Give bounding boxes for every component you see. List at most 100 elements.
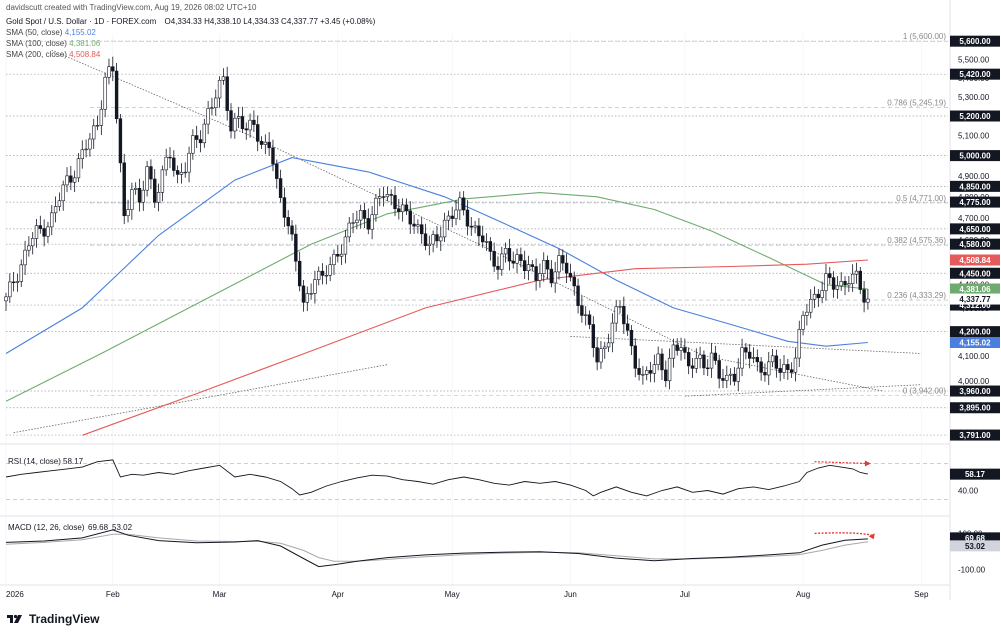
candle-body (172, 157, 176, 171)
price-tick-label: 5,300.00 (958, 93, 990, 102)
candle-body (183, 171, 187, 174)
macd-signal-line (5, 533, 868, 562)
macd-badge-label: 69.68 (965, 534, 986, 543)
rsi-badge (950, 468, 1000, 480)
candle-body (72, 177, 77, 183)
level-badge-label: 4,775.00 (959, 198, 991, 207)
candle-body (850, 273, 855, 284)
candle-body (408, 210, 412, 225)
candle-body (454, 209, 458, 219)
candle-body (519, 254, 523, 261)
symbol-title[interactable]: Gold Spot / U.S. Dollar · 1D · FOREX.com (6, 17, 157, 26)
candle-body (412, 223, 416, 227)
candle-body (69, 175, 73, 183)
price-badge (950, 293, 1000, 305)
candle-body (370, 214, 374, 230)
candle-body (702, 354, 706, 369)
legend-sma-50[interactable]: SMA (50, close) 4,155.02 (6, 27, 375, 38)
time-tick-label: Sep (914, 590, 929, 599)
candle-body (259, 140, 264, 145)
candle-body (194, 135, 199, 140)
candle-body (294, 233, 298, 262)
candle-body (728, 373, 733, 376)
fib-label: 0.236 (4,333.29) (887, 291, 946, 300)
candle-body (763, 372, 767, 376)
candle-body (477, 225, 481, 237)
candle-body (694, 358, 698, 369)
level-badge (950, 267, 1000, 279)
candle-body (145, 166, 149, 191)
candle-body (76, 158, 81, 179)
candle-body (95, 125, 100, 127)
time-axis: 2026 Feb Mar Apr May Jun Jul Aug Sep (6, 590, 929, 599)
candle-body (530, 264, 534, 267)
candle-body (393, 195, 397, 209)
candle-body (469, 225, 473, 228)
fib-label: 0.5 (4,771.00) (896, 194, 946, 203)
candle-body (103, 76, 107, 110)
candle-body (511, 260, 515, 264)
level-badge (950, 326, 1000, 338)
fib-label: 0.382 (4,575.36) (887, 236, 946, 245)
candle-body (347, 222, 351, 238)
level-badge (950, 35, 1000, 47)
candle-body (671, 344, 676, 359)
time-tick-label: 2026 (6, 590, 24, 599)
candle-body (770, 355, 775, 363)
candle-body (633, 345, 637, 369)
candle-body (507, 248, 512, 262)
candle-body (641, 374, 645, 376)
legend-sma-100[interactable]: SMA (100, close) 4,381.06 (6, 38, 375, 49)
level-badge-label: 5,000.00 (959, 152, 991, 161)
sma-50-value: 4,155.02 (64, 28, 96, 37)
level-badge (950, 110, 1000, 122)
rsi-title: RSI (14, close) (8, 457, 61, 466)
candle-body (404, 204, 409, 212)
candle-body (23, 249, 27, 266)
candle-body (358, 210, 363, 221)
level-badge (950, 429, 1000, 441)
fib-label: 0 (3,942.00) (903, 387, 946, 396)
price-badge-label: 4,381.06 (959, 285, 991, 294)
candle-body (381, 196, 386, 198)
candle-body (8, 281, 12, 298)
candle-body (721, 378, 725, 381)
level-badge-label: 4,450.00 (959, 269, 991, 278)
candle-body (336, 253, 340, 257)
candle-body (351, 222, 355, 224)
candle-body (679, 347, 683, 351)
candle-body (767, 361, 771, 376)
trendlines (13, 49, 922, 434)
legend-sma-200[interactable]: SMA (200, close) 4,508.84 (6, 49, 375, 60)
candle-body (866, 298, 870, 303)
candle-body (568, 272, 573, 278)
candle-body (652, 364, 657, 374)
candle-body (225, 76, 229, 111)
candle-body (385, 194, 390, 198)
candle-body (629, 330, 634, 347)
trendline (249, 135, 480, 245)
candle-body (389, 194, 393, 196)
candle-body (725, 374, 729, 381)
candle-body (400, 204, 405, 213)
candle-body (664, 369, 668, 382)
trendline (13, 364, 388, 434)
candle-body (625, 323, 630, 331)
level-badge (950, 180, 1000, 192)
candle-body (374, 197, 378, 216)
candlesticks (4, 56, 870, 392)
macd-arrow-head (868, 533, 875, 540)
candle-body (15, 281, 20, 283)
sma-100-label: SMA (100, close) (6, 39, 67, 48)
candle-body (583, 314, 588, 316)
macd-badge (950, 540, 1000, 552)
candle-body (4, 296, 8, 302)
candle-body (461, 197, 466, 211)
candle-body (309, 293, 313, 295)
candle-body (816, 293, 821, 299)
price-badge-label: 4,508.84 (959, 256, 991, 265)
candle-body (46, 226, 50, 237)
candle-body (580, 305, 584, 316)
level-badge (950, 402, 1000, 414)
